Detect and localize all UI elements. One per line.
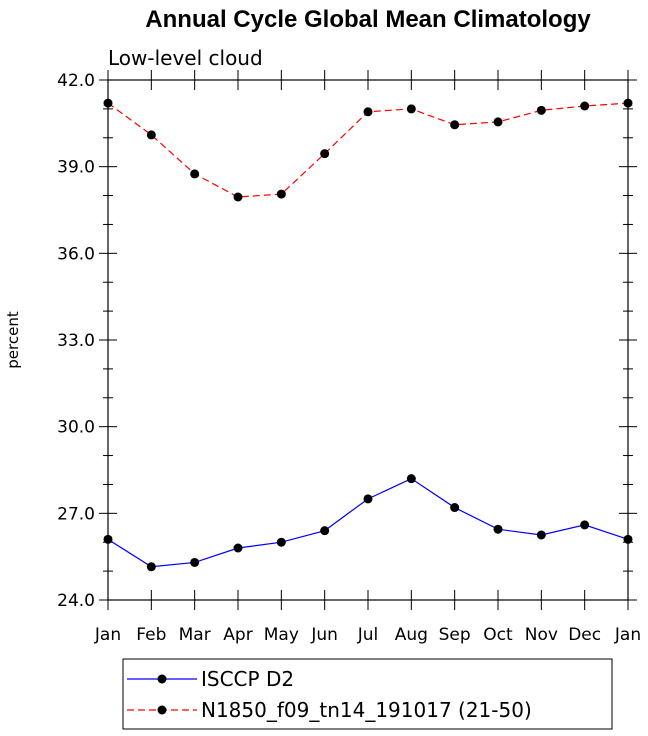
y-tick-label: 27.0 [57,504,95,524]
chart-subtitle: Low-level cloud [108,46,263,70]
legend-marker [157,705,167,715]
legend-label: N1850_f09_tn14_191017 (21-50) [201,698,532,722]
data-point [146,130,156,140]
y-tick-label: 36.0 [57,244,95,264]
data-point [363,494,373,504]
y-tick-label: 39.0 [57,158,95,178]
data-point [536,105,546,115]
x-tick-label: Oct [483,625,513,645]
data-point [146,562,156,572]
data-point [233,543,243,553]
series-line-1 [107,102,629,198]
x-tick-label: Aug [395,625,428,645]
data-point [363,107,373,117]
data-point [190,169,200,179]
data-point [320,149,330,159]
data-point [623,534,633,544]
x-axis: Jan Feb Mar Apr May Jun Jul Aug Sep Oct Nov Dec Jan [94,70,641,645]
legend-marker [157,674,167,684]
x-tick-label: Jan [94,625,121,645]
legend: ISCCP D2 N1850_f09_tn14_191017 (21-50) [122,658,613,730]
data-point [493,524,503,534]
data-point [450,503,460,513]
y-tick-label: 42.0 [57,71,95,91]
y-tick-label: 30.0 [57,418,95,438]
data-point [406,474,416,484]
series-line-0 [107,477,629,568]
data-point [580,520,590,530]
data-point [103,534,113,544]
data-point [103,98,113,108]
data-point [536,530,546,540]
x-tick-label: Jun [310,625,338,645]
data-point [493,117,503,127]
x-tick-label: Jul [357,625,379,645]
x-tick-label: Jan [614,625,641,645]
data-point [276,189,286,199]
data-point [580,101,590,111]
x-tick-label: Mar [179,625,211,645]
data-point [233,192,243,202]
data-point [623,98,633,108]
x-tick-label: Dec [568,625,601,645]
y-tick-label: 33.0 [57,331,95,351]
data-point [190,557,200,567]
x-tick-label: Feb [136,625,166,645]
x-tick-label: Nov [525,625,558,645]
legend-box [122,658,613,730]
y-tick-label: 24.0 [57,591,95,611]
chart-title: Annual Cycle Global Mean Climatology [145,6,591,33]
x-tick-label: May [264,625,299,645]
data-point [450,120,460,130]
y-axis: 24.0 27.0 30.0 33.0 36.0 39.0 42.0 [57,71,637,611]
series-points [103,98,633,572]
legend-label: ISCCP D2 [201,667,294,691]
data-point [276,537,286,547]
plot-frame [107,79,629,601]
x-tick-label: Apr [223,625,252,645]
y-axis-label: percent [4,311,22,369]
data-point [406,104,416,114]
data-point [320,526,330,536]
x-tick-label: Sep [439,625,471,645]
